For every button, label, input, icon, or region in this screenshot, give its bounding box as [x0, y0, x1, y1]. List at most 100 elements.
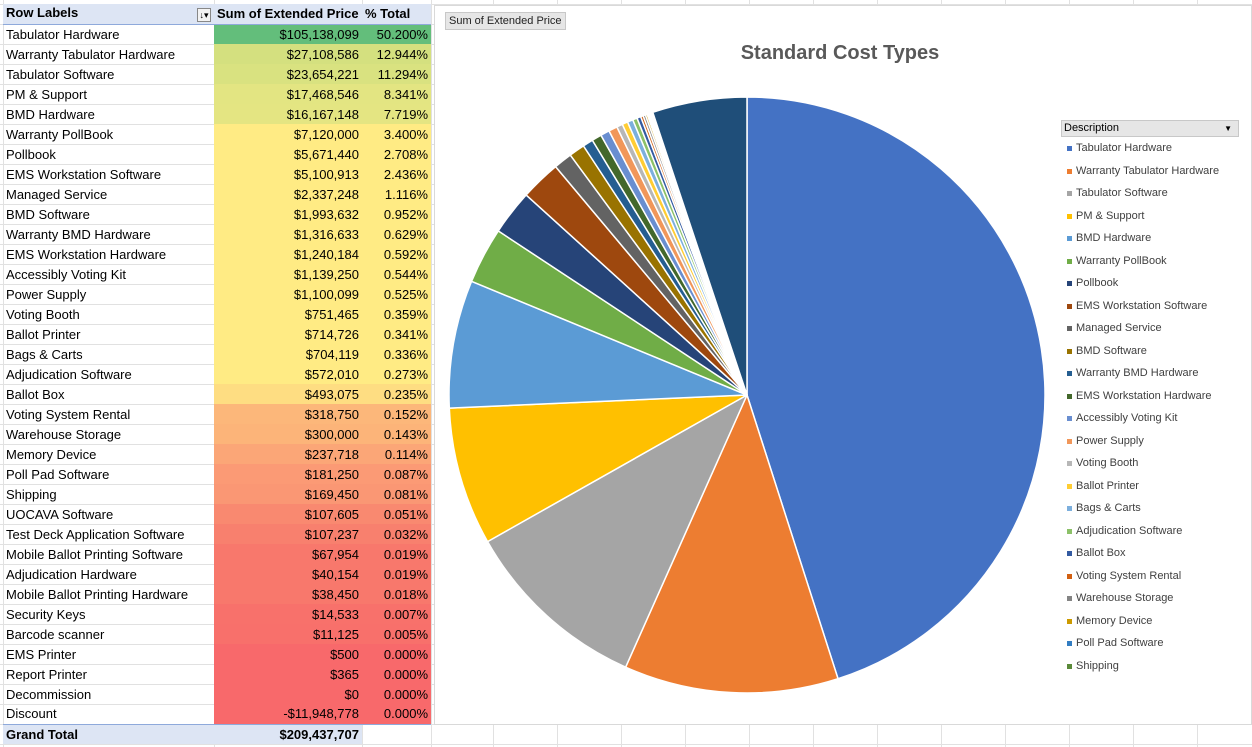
pct-total-cell[interactable]: 0.952% [362, 204, 431, 224]
row-label-cell[interactable]: Adjudication Hardware [6, 566, 137, 582]
grand-total-label[interactable]: Grand Total [3, 723, 214, 744]
row-label-cell[interactable]: Test Deck Application Software [6, 526, 185, 542]
row-label-cell[interactable]: Pollbook [6, 146, 56, 162]
sort-filter-icon[interactable]: ↓▾ [197, 8, 211, 23]
extended-price-cell[interactable]: $1,240,184 [214, 244, 362, 264]
pct-total-cell[interactable]: 0.629% [362, 224, 431, 244]
extended-price-cell[interactable]: $365 [214, 664, 362, 684]
pct-total-cell[interactable]: 0.081% [362, 484, 431, 504]
pct-total-cell[interactable]: 2.708% [362, 144, 431, 164]
extended-price-cell[interactable]: $40,154 [214, 564, 362, 584]
extended-price-cell[interactable]: $67,954 [214, 544, 362, 564]
pct-total-header[interactable]: % Total [362, 4, 431, 25]
extended-price-cell[interactable]: $1,139,250 [214, 264, 362, 284]
pie-slice-pm-support[interactable] [448, 394, 748, 543]
row-label-cell[interactable]: Voting Booth [6, 306, 80, 322]
row-label-cell[interactable]: UOCAVA Software [6, 506, 114, 522]
pie-slice-warranty-tabulator-hardware[interactable] [624, 394, 839, 694]
row-label-cell[interactable]: Warranty PollBook [6, 126, 114, 142]
pct-total-cell[interactable]: 0.525% [362, 284, 431, 304]
legend-item[interactable]: Warranty Tabulator Hardware [1061, 160, 1239, 183]
legend-item[interactable]: Shipping [1061, 655, 1239, 678]
extended-price-cell[interactable]: $493,075 [214, 384, 362, 404]
pct-total-cell[interactable]: 50.200% [362, 24, 431, 44]
extended-price-cell[interactable]: $704,119 [214, 344, 362, 364]
row-label-cell[interactable]: Warehouse Storage [6, 426, 122, 442]
pct-total-cell[interactable]: 0.592% [362, 244, 431, 264]
row-label-cell[interactable]: Tabulator Software [6, 66, 115, 82]
extended-price-cell[interactable]: -$11,948,778 [214, 704, 362, 724]
row-label-cell[interactable]: Ballot Printer [6, 326, 81, 342]
legend-item[interactable]: Bags & Carts [1061, 497, 1239, 520]
pct-total-cell[interactable]: 0.359% [362, 304, 431, 324]
pct-total-cell[interactable]: 0.000% [362, 704, 431, 724]
pct-total-cell[interactable]: 11.294% [362, 64, 431, 84]
legend-item[interactable]: Ballot Printer [1061, 475, 1239, 498]
row-label-cell[interactable]: Decommission [6, 686, 92, 702]
row-label-cell[interactable]: EMS Workstation Software [6, 166, 162, 182]
extended-price-cell[interactable]: $1,316,633 [214, 224, 362, 244]
row-label-cell[interactable]: Report Printer [6, 666, 87, 682]
extended-price-cell[interactable]: $107,605 [214, 504, 362, 524]
pie-chart-area[interactable]: Sum of Extended Price Standard Cost Type… [434, 5, 1252, 725]
pct-total-cell[interactable]: 0.000% [362, 664, 431, 684]
row-label-cell[interactable]: Memory Device [6, 446, 97, 462]
row-label-cell[interactable]: Power Supply [6, 286, 87, 302]
legend-item[interactable]: BMD Software [1061, 340, 1239, 363]
extended-price-cell[interactable]: $714,726 [214, 324, 362, 344]
legend-item[interactable]: Power Supply [1061, 430, 1239, 453]
pct-total-cell[interactable]: 3.400% [362, 124, 431, 144]
pct-total-cell[interactable]: 0.341% [362, 324, 431, 344]
extended-price-cell[interactable]: $2,337,248 [214, 184, 362, 204]
extended-price-cell[interactable]: $169,450 [214, 484, 362, 504]
row-label-cell[interactable]: Voting System Rental [6, 406, 131, 422]
row-label-cell[interactable]: Poll Pad Software [6, 466, 110, 482]
description-legend-field-button[interactable]: Description ▼ [1061, 120, 1239, 137]
sum-extended-price-header[interactable]: Sum of Extended Price [214, 4, 362, 25]
row-label-cell[interactable]: Managed Service [6, 186, 108, 202]
pct-total-cell[interactable]: 8.341% [362, 84, 431, 104]
legend-item[interactable]: Voting Booth [1061, 452, 1239, 475]
pct-total-cell[interactable]: 12.944% [362, 44, 431, 64]
legend-item[interactable]: EMS Workstation Hardware [1061, 385, 1239, 408]
pie-slice-tabulator-hardware[interactable] [746, 96, 1046, 680]
pct-total-cell[interactable]: 0.018% [362, 584, 431, 604]
pct-total-cell[interactable]: 0.007% [362, 604, 431, 624]
extended-price-cell[interactable]: $11,125 [214, 624, 362, 644]
extended-price-cell[interactable]: $318,750 [214, 404, 362, 424]
legend-item[interactable]: PM & Support [1061, 205, 1239, 228]
legend-item[interactable]: Warranty BMD Hardware [1061, 362, 1239, 385]
pct-total-cell[interactable]: 0.087% [362, 464, 431, 484]
legend-item[interactable]: Adjudication Software [1061, 520, 1239, 543]
row-label-cell[interactable]: Mobile Ballot Printing Hardware [6, 586, 189, 602]
legend-item[interactable]: BMD Hardware [1061, 227, 1239, 250]
extended-price-cell[interactable]: $572,010 [214, 364, 362, 384]
extended-price-cell[interactable]: $5,671,440 [214, 144, 362, 164]
pct-total-cell[interactable]: 0.152% [362, 404, 431, 424]
row-label-cell[interactable]: Discount [6, 706, 57, 722]
grand-total-empty[interactable] [362, 723, 431, 744]
row-label-cell[interactable]: Warranty BMD Hardware [6, 226, 151, 242]
legend-item[interactable]: Managed Service [1061, 317, 1239, 340]
extended-price-cell[interactable]: $16,167,148 [214, 104, 362, 124]
legend-item[interactable]: Warehouse Storage [1061, 587, 1239, 610]
row-label-cell[interactable]: Security Keys [6, 606, 86, 622]
pct-total-cell[interactable]: 0.114% [362, 444, 431, 464]
pct-total-cell[interactable]: 1.116% [362, 184, 431, 204]
extended-price-cell[interactable]: $14,533 [214, 604, 362, 624]
row-label-cell[interactable]: BMD Software [6, 206, 90, 222]
row-labels-header[interactable]: Row Labels ↓▾ [3, 4, 214, 25]
extended-price-cell[interactable]: $500 [214, 644, 362, 664]
extended-price-cell[interactable]: $17,468,546 [214, 84, 362, 104]
legend-item[interactable]: EMS Workstation Software [1061, 295, 1239, 318]
extended-price-cell[interactable]: $237,718 [214, 444, 362, 464]
pct-total-cell[interactable]: 0.051% [362, 504, 431, 524]
extended-price-cell[interactable]: $1,100,099 [214, 284, 362, 304]
row-label-cell[interactable]: BMD Hardware [6, 106, 95, 122]
legend-item[interactable]: Tabulator Hardware [1061, 137, 1239, 160]
pct-total-cell[interactable]: 0.000% [362, 684, 431, 704]
pct-total-cell[interactable]: 0.143% [362, 424, 431, 444]
legend-item[interactable]: Poll Pad Software [1061, 632, 1239, 655]
row-label-cell[interactable]: EMS Workstation Hardware [6, 246, 167, 262]
row-label-cell[interactable]: Ballot Box [6, 386, 65, 402]
